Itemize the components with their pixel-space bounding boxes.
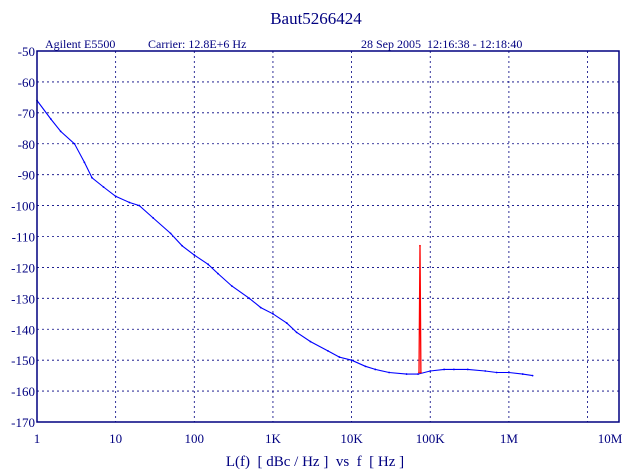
data-point <box>418 371 420 374</box>
x-tick-label: 10K <box>340 431 363 446</box>
data-point <box>419 371 422 374</box>
y-tick-label: -80 <box>18 137 35 152</box>
data-point <box>453 368 455 371</box>
instrument-label: Agilent E5500 <box>45 37 115 51</box>
data-point <box>295 331 298 334</box>
spur-trace <box>418 245 422 373</box>
data-point <box>272 312 274 315</box>
y-tick-label: -110 <box>12 230 35 245</box>
x-tick-label: 10M <box>598 431 623 446</box>
traces <box>36 99 534 377</box>
y-tick-label: -120 <box>11 260 35 275</box>
data-point <box>374 368 377 371</box>
data-point <box>73 142 76 145</box>
data-point <box>138 204 141 207</box>
data-point <box>417 373 419 375</box>
data-point <box>49 118 52 120</box>
data-point <box>83 161 86 164</box>
y-tick-label: -70 <box>18 106 35 121</box>
data-point <box>169 232 172 235</box>
data-point <box>181 244 184 247</box>
data-point <box>91 176 93 179</box>
data-point <box>484 370 487 372</box>
data-point <box>128 201 131 204</box>
data-point <box>388 371 391 374</box>
x-tick-labels: 1 10 100 1K 10K 100K 1M 10M <box>34 431 623 446</box>
data-point <box>507 371 510 374</box>
x-axis-label: L(f) [ dBc / Hz ] vs f [ Hz ] <box>226 454 404 470</box>
plot-border <box>36 50 620 423</box>
data-point <box>230 285 233 287</box>
data-point <box>429 370 432 372</box>
x-tick-label: 10 <box>109 431 122 446</box>
data-point <box>114 195 117 198</box>
y-tick-label: -150 <box>11 353 35 368</box>
y-tick-label: -130 <box>11 291 35 306</box>
data-point <box>405 373 408 375</box>
carrier-label: Carrier: 12.8E+6 Hz <box>148 37 246 51</box>
noise-trace <box>36 100 533 377</box>
data-point <box>207 263 210 266</box>
x-tick-label: 100K <box>416 431 446 446</box>
data-point <box>350 359 353 362</box>
data-point <box>59 130 62 133</box>
y-tick-label: -50 <box>18 44 35 59</box>
data-point <box>102 186 105 188</box>
data-point <box>531 374 534 377</box>
y-tick-labels: -50 -60 -70 -80 -90 -100 -110 -120 -130 -140 -150 -… <box>11 44 35 430</box>
y-tick-label: -90 <box>18 168 35 183</box>
data-point <box>217 272 219 275</box>
data-point <box>521 373 524 375</box>
data-point <box>443 368 445 371</box>
data-point <box>327 349 329 352</box>
data-point <box>338 356 341 358</box>
data-point <box>259 306 262 309</box>
y-tick-label: -60 <box>18 75 35 90</box>
x-tick-label: 1M <box>500 431 519 446</box>
data-point <box>495 371 498 374</box>
x-tick-label: 100 <box>185 431 205 446</box>
chart-title: Baut5266424 <box>270 9 362 28</box>
x-tick-label: 1K <box>265 431 282 446</box>
data-point <box>364 365 367 368</box>
y-tick-label: -100 <box>11 199 35 214</box>
timestamp-label: 28 Sep 2005 12:16:38 - 12:18:40 <box>361 37 522 51</box>
data-point <box>466 368 469 371</box>
y-tick-label: -140 <box>11 322 35 337</box>
data-point <box>285 322 288 324</box>
data-point <box>419 244 421 247</box>
data-point <box>248 297 251 300</box>
data-point <box>309 340 312 343</box>
y-tick-label: -160 <box>11 384 35 399</box>
grid <box>37 51 619 422</box>
data-point <box>152 217 155 219</box>
data-point <box>193 254 196 256</box>
y-tick-label: -170 <box>11 415 35 430</box>
x-tick-label: 1 <box>34 431 41 446</box>
